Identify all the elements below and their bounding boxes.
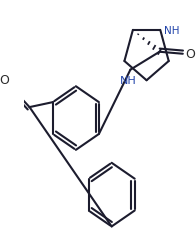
Text: NH: NH: [164, 26, 179, 36]
Text: NH: NH: [120, 76, 137, 86]
Text: O: O: [185, 48, 195, 61]
Text: O: O: [0, 74, 10, 87]
